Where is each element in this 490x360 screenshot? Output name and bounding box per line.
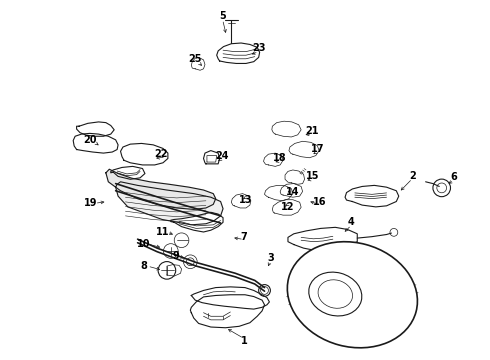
Polygon shape [285,170,305,184]
Text: 6: 6 [450,172,457,182]
Polygon shape [217,43,260,63]
Polygon shape [272,200,301,215]
Text: 7: 7 [241,232,247,242]
Polygon shape [171,212,223,232]
Polygon shape [76,122,114,136]
Polygon shape [73,134,118,153]
Polygon shape [280,184,303,197]
Text: 16: 16 [313,197,326,207]
Circle shape [183,255,197,269]
Text: 23: 23 [252,44,266,53]
Polygon shape [345,185,399,207]
Text: 4: 4 [348,217,355,227]
Text: 21: 21 [306,126,319,136]
Circle shape [174,233,189,248]
Text: 17: 17 [311,144,324,154]
Polygon shape [111,166,145,179]
Text: 8: 8 [140,261,147,271]
Polygon shape [288,227,357,251]
Polygon shape [265,185,293,201]
Text: 1: 1 [241,336,247,346]
Text: 2: 2 [409,171,416,181]
Text: 13: 13 [239,195,253,205]
Polygon shape [231,194,251,208]
Polygon shape [203,150,220,164]
Circle shape [433,179,450,197]
Polygon shape [191,57,205,70]
Text: 11: 11 [156,227,170,237]
Text: 22: 22 [154,149,168,159]
Polygon shape [191,287,270,309]
Circle shape [158,262,176,279]
Text: 18: 18 [273,153,287,163]
Ellipse shape [287,242,417,348]
Polygon shape [116,182,223,225]
Text: 24: 24 [215,151,228,161]
Circle shape [390,229,398,236]
Text: 25: 25 [189,54,202,64]
Text: 15: 15 [306,171,319,181]
Text: 14: 14 [286,187,299,197]
Polygon shape [289,141,319,158]
Text: 20: 20 [83,135,97,145]
Text: 19: 19 [83,198,97,208]
Text: 5: 5 [219,11,226,21]
Text: 10: 10 [137,239,150,249]
Polygon shape [106,169,216,210]
Text: 12: 12 [281,202,294,212]
Text: 9: 9 [172,251,179,261]
Text: 3: 3 [267,253,274,263]
Polygon shape [190,295,265,328]
Circle shape [164,244,178,258]
Polygon shape [264,153,283,166]
Polygon shape [121,143,168,165]
Ellipse shape [309,272,362,316]
Circle shape [259,285,270,296]
Polygon shape [272,121,301,137]
